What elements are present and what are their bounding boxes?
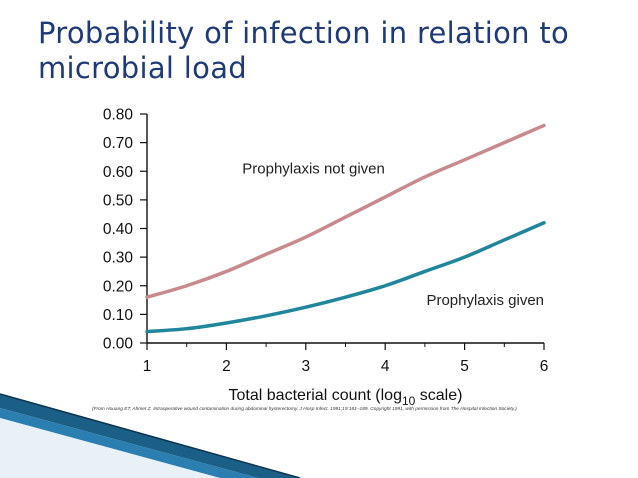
- y-tick-label: 0.80: [103, 107, 134, 124]
- decor-stripe-2: [0, 408, 258, 478]
- series-label-prophylaxis-given: Prophylaxis given: [426, 292, 544, 309]
- x-tick-label: 3: [301, 358, 310, 375]
- chart-series: [145, 123, 546, 334]
- x-tick-label: 2: [222, 358, 231, 375]
- y-tick-label: 0.70: [103, 135, 134, 152]
- x-axis-title: Total bacterial count (log10 scale): [229, 387, 463, 408]
- decorative-stripe: [0, 393, 301, 478]
- y-tick-label: 0.10: [103, 307, 134, 324]
- slide-title: Probability of infection in relation to …: [38, 16, 570, 85]
- x-tick-label: 4: [381, 358, 390, 375]
- y-tick-label: 0.00: [103, 336, 134, 353]
- x-tick-label: 5: [460, 358, 469, 375]
- chart-labels: 0.00 0.10 0.20 0.30 0.40 0.50 0.60 0.70 0.80 1 2 3 4…: [103, 107, 548, 409]
- y-tick-label: 0.30: [103, 250, 134, 267]
- y-tick-label: 0.40: [103, 221, 134, 238]
- series-label-prophylaxis-not-given: Prophylaxis not given: [242, 160, 385, 177]
- y-tick-label: 0.50: [103, 192, 134, 209]
- x-tick-label: 1: [143, 358, 152, 375]
- series-line-prophylaxis-given: [145, 221, 546, 334]
- decor-stripe-fill: [0, 418, 220, 478]
- chart-axes: [140, 113, 545, 350]
- y-tick-label: 0.60: [103, 164, 134, 181]
- series-line-prophylaxis-not-given: [145, 123, 546, 299]
- source-caption: (From Houang ET, Ahmet Z. Intraoperative…: [92, 407, 517, 412]
- y-tick-label: 0.20: [103, 278, 134, 295]
- decor-stripe-edge: [0, 393, 301, 478]
- x-tick-label: 6: [540, 358, 549, 375]
